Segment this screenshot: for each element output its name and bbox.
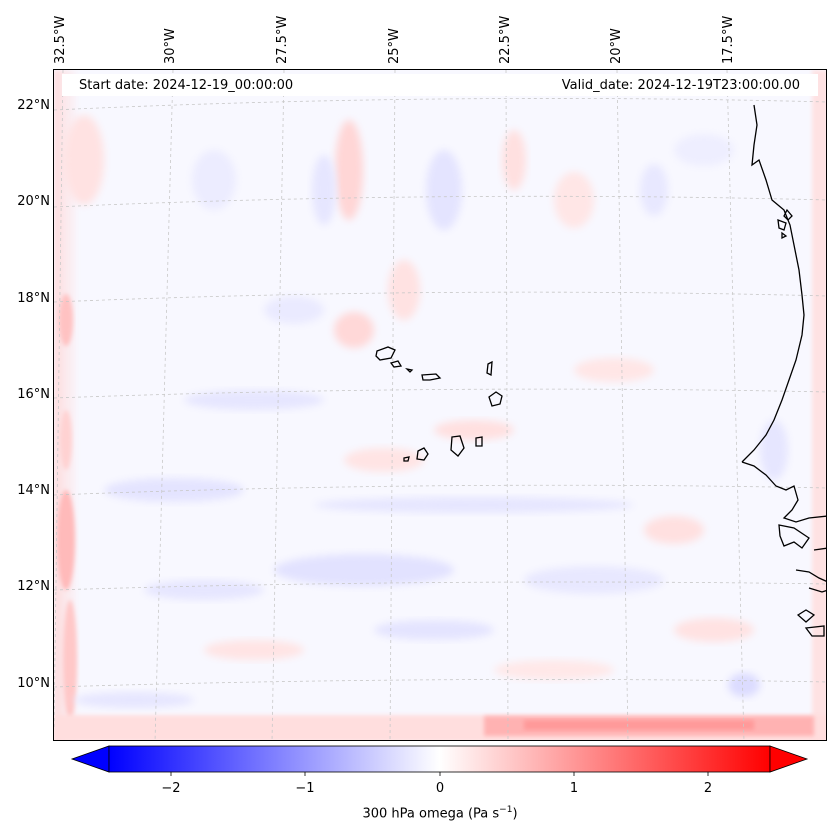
island-santo-antao — [375, 346, 396, 361]
lat-label-20n: 20°N — [17, 194, 50, 209]
lon-label-20w: 20°W — [609, 28, 624, 64]
lon-label-22-5w: 22.5°W — [498, 15, 513, 64]
colorbar-gradient — [108, 745, 771, 773]
colorbar-extend-right — [769, 745, 809, 773]
island-maio — [475, 436, 483, 447]
lat-label-14n: 14°N — [17, 483, 50, 498]
colorbar-tick-1: 1 — [569, 781, 579, 796]
colorbar-tick-0: 0 — [435, 781, 445, 796]
colorbar-extend-left — [70, 745, 110, 773]
island-boa-vista — [488, 391, 503, 407]
colorbar-label-suffix: ) — [512, 806, 518, 822]
lat-label-18n: 18°N — [17, 291, 50, 306]
lat-label-22n: 22°N — [17, 98, 50, 113]
colorbar-tick-2: 2 — [703, 781, 713, 796]
start-date-label: Start date: 2024-12-19_00:00:00 — [79, 78, 294, 93]
lon-label-25w: 25°W — [387, 28, 402, 64]
island-sao-nicolau — [421, 373, 442, 381]
colorbar-label: 300 hPa omega (Pa s−1) — [0, 805, 837, 821]
lon-label-17-5w: 17.5°W — [721, 15, 736, 64]
island-sal — [486, 360, 493, 377]
island-brava — [403, 456, 410, 462]
coastline — [375, 104, 826, 637]
lon-label-27-5w: 27.5°W — [275, 15, 290, 64]
graticule — [54, 70, 826, 740]
map-panel[interactable] — [53, 69, 827, 741]
lat-label-12n: 12°N — [17, 579, 50, 594]
colorbar-tick-neg1: −1 — [295, 781, 315, 796]
lat-label-16n: 16°N — [17, 387, 50, 402]
island-sao-vicente — [389, 360, 403, 368]
colorbar-label-text: 300 hPa omega (Pa s — [362, 806, 500, 822]
lon-label-30w: 30°W — [163, 28, 178, 64]
colorbar-label-exponent: −1 — [499, 805, 513, 815]
date-annotation-strip — [62, 74, 818, 96]
lon-label-32-5w: 32.5°W — [53, 15, 68, 64]
valid-date-label: Valid_date: 2024-12-19T23:00:00.00 — [561, 78, 800, 93]
colorbar-tick-neg2: −2 — [161, 781, 181, 796]
island-fogo — [416, 447, 429, 461]
island-santiago — [450, 435, 465, 457]
lat-label-10n: 10°N — [17, 676, 50, 691]
omega-shading — [54, 70, 826, 740]
omega-field-map — [54, 70, 826, 740]
